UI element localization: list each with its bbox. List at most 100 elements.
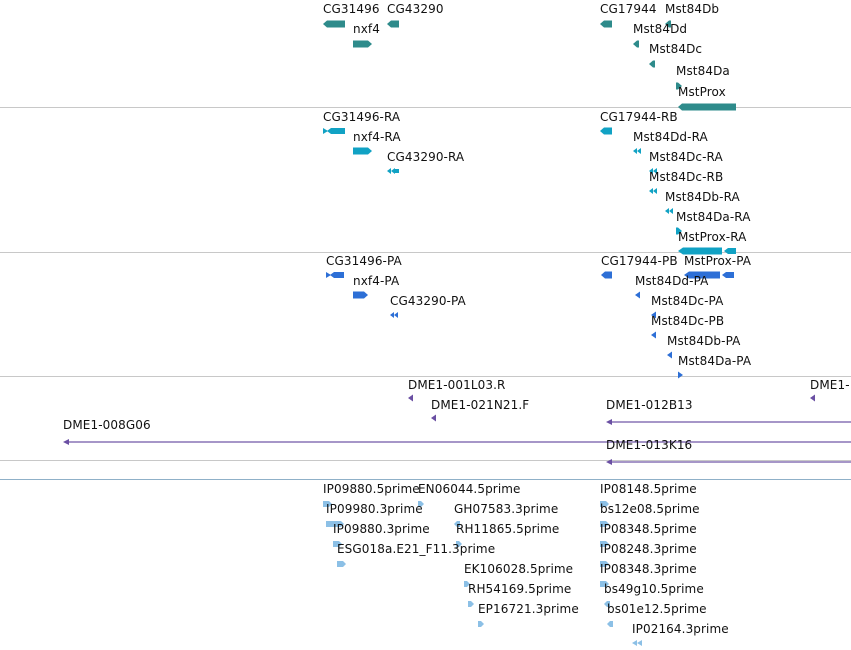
feature-label: MstProx-PA — [684, 254, 752, 268]
feature-glyph-est-right[interactable] — [418, 497, 426, 511]
track-divider — [0, 252, 851, 253]
track-divider — [0, 107, 851, 108]
feature-glyph-est-right[interactable] — [464, 577, 472, 591]
feature-label: CG43290-PA — [390, 294, 466, 308]
feature-label: CG17944-RB — [600, 110, 678, 124]
feature-label: IP08348.3prime — [600, 562, 697, 576]
feature-glyph-est-double[interactable] — [326, 517, 346, 531]
feature-label: IP09880.3prime — [333, 522, 430, 536]
feature-label: Mst84Dd-RA — [633, 130, 708, 144]
feature-glyph-double-left[interactable] — [665, 204, 677, 218]
feature-glyph-small-left[interactable] — [667, 348, 674, 362]
feature-glyph-est-right[interactable] — [600, 497, 611, 511]
feature-label: EN06044.5prime — [418, 482, 521, 496]
feature-glyph-est-right[interactable] — [600, 517, 611, 531]
feature-label: EK106028.5prime — [464, 562, 574, 576]
feature-glyph-arrow-right[interactable] — [353, 144, 374, 158]
feature-label: IP09880.5prime — [323, 482, 420, 496]
feature-glyph-exon-left[interactable] — [326, 268, 346, 282]
feature-glyph-arrow-left[interactable] — [649, 57, 657, 71]
feature-glyph-small-left[interactable] — [408, 391, 415, 405]
feature-glyph-line-left[interactable] — [606, 454, 851, 468]
feature-label: DME1-012B13 — [606, 398, 693, 412]
feature-glyph-est-right[interactable] — [337, 557, 348, 571]
feature-glyph-arrow-left[interactable] — [633, 37, 641, 51]
feature-glyph-arrow-right[interactable] — [353, 288, 370, 302]
feature-label: Mst84Da-PA — [678, 354, 752, 368]
feature-glyph-est-right[interactable] — [323, 497, 334, 511]
feature-label: nxf4-RA — [353, 130, 401, 144]
feature-label: IP02164.3prime — [632, 622, 729, 636]
track-divider — [0, 460, 851, 461]
feature-glyph-arrow-left[interactable] — [601, 268, 614, 282]
feature-label: Mst84Db-RA — [665, 190, 740, 204]
feature-glyph-line-left[interactable] — [63, 434, 851, 448]
feature-label: CG31496 — [323, 2, 380, 16]
feature-glyph-est-right[interactable] — [468, 597, 476, 611]
feature-glyph-est-left[interactable] — [454, 517, 462, 531]
feature-glyph-small-left[interactable] — [651, 308, 658, 322]
feature-glyph-arrow-right[interactable] — [353, 37, 374, 51]
feature-glyph-est-right[interactable] — [333, 537, 344, 551]
feature-glyph-long-left[interactable] — [678, 244, 738, 258]
feature-glyph-line-left[interactable] — [606, 414, 851, 428]
feature-label: EP16721.3prime — [478, 602, 579, 616]
feature-label: bs49g10.5prime — [604, 582, 704, 596]
feature-glyph-small-left[interactable] — [651, 328, 658, 342]
feature-label: DME1- — [810, 378, 850, 392]
feature-glyph-double-left[interactable] — [387, 164, 401, 178]
feature-label: CG31496-PA — [326, 254, 402, 268]
feature-label: MstProx — [678, 85, 726, 99]
feature-glyph-arrow-left[interactable] — [323, 17, 347, 31]
feature-label: IP08248.3prime — [600, 542, 697, 556]
feature-label: bs01e12.5prime — [607, 602, 707, 616]
feature-glyph-double-left[interactable] — [649, 164, 661, 178]
feature-label: Mst84Dc-RA — [649, 150, 723, 164]
feature-label: MstProx-RA — [678, 230, 747, 244]
feature-glyph-est-left[interactable] — [604, 597, 612, 611]
feature-glyph-arrow-left[interactable] — [387, 17, 401, 31]
feature-glyph-est-right[interactable] — [600, 537, 611, 551]
feature-label: CG17944 — [600, 2, 657, 16]
feature-glyph-arrow-left[interactable] — [600, 124, 614, 138]
feature-glyph-est-right[interactable] — [600, 577, 611, 591]
feature-glyph-exon-left[interactable] — [323, 124, 347, 138]
feature-label: nxf4 — [353, 22, 380, 36]
feature-label: nxf4-PA — [353, 274, 400, 288]
feature-label: DME1-001L03.R — [408, 378, 506, 392]
feature-glyph-arrow-right[interactable] — [676, 224, 684, 238]
feature-glyph-arrow-left[interactable] — [678, 100, 738, 114]
feature-glyph-small-left[interactable] — [635, 288, 642, 302]
feature-label: Mst84Dc-RB — [649, 170, 724, 184]
feature-glyph-arrow-right[interactable] — [676, 79, 684, 93]
feature-label: Mst84Db-PA — [667, 334, 741, 348]
feature-label: CG17944-PB — [601, 254, 678, 268]
feature-label: Mst84Da — [676, 64, 730, 78]
feature-label: DME1-021N21.F — [431, 398, 530, 412]
feature-glyph-arrow-left[interactable] — [665, 17, 673, 31]
feature-glyph-long-left[interactable] — [684, 268, 736, 282]
feature-label: DME1-013K16 — [606, 438, 693, 452]
feature-label: bs12e08.5prime — [600, 502, 700, 516]
feature-label: IP08148.5prime — [600, 482, 697, 496]
feature-glyph-est-right[interactable] — [456, 537, 464, 551]
feature-glyph-small-left[interactable] — [810, 391, 817, 405]
feature-glyph-est-right[interactable] — [478, 617, 486, 631]
feature-label: DME1-008G06 — [63, 418, 151, 432]
feature-glyph-small-right[interactable] — [678, 368, 685, 382]
feature-label: GH07583.3prime — [454, 502, 559, 516]
feature-label: Mst84Dc-PA — [651, 294, 724, 308]
feature-label: CG43290 — [387, 2, 444, 16]
feature-glyph-double-left[interactable] — [633, 144, 645, 158]
feature-glyph-est-right[interactable] — [600, 557, 611, 571]
feature-glyph-arrow-left[interactable] — [600, 17, 614, 31]
feature-label: Mst84Dc-PB — [651, 314, 725, 328]
feature-label: Mst84Db — [665, 2, 720, 16]
feature-glyph-double-left[interactable] — [390, 308, 402, 322]
feature-glyph-est-left[interactable] — [607, 617, 615, 631]
feature-label: IP09980.3prime — [326, 502, 423, 516]
feature-glyph-est-double-left[interactable] — [632, 636, 646, 650]
feature-glyph-small-left[interactable] — [431, 411, 438, 425]
feature-label: Mst84Dd — [633, 22, 688, 36]
feature-glyph-double-left[interactable] — [649, 184, 661, 198]
